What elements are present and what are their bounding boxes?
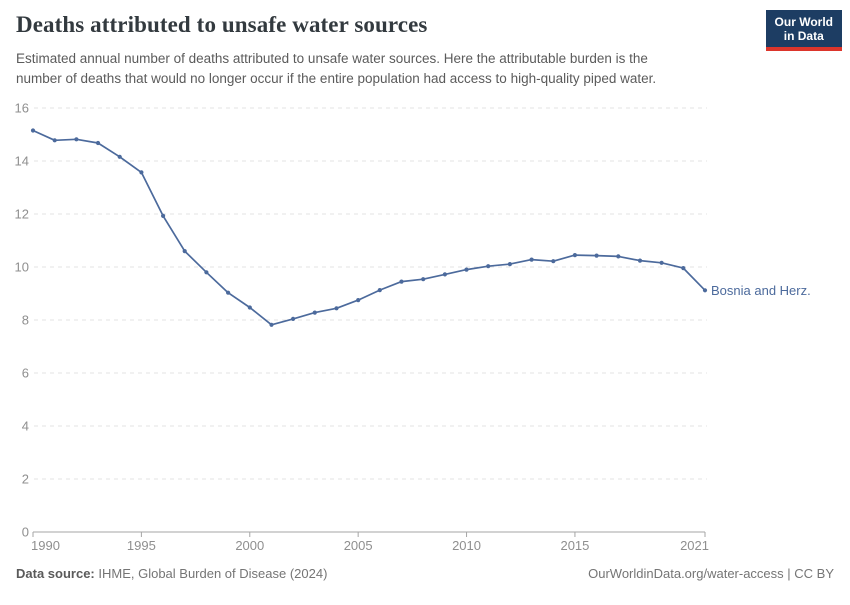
owid-logo-line-1: Our World xyxy=(774,15,833,29)
data-point[interactable] xyxy=(442,272,447,277)
data-point[interactable] xyxy=(182,249,187,254)
subtitle-line-1: Estimated annual number of deaths attrib… xyxy=(16,51,648,66)
data-point[interactable] xyxy=(702,288,708,293)
data-point[interactable] xyxy=(334,306,339,311)
y-tick-label: 16 xyxy=(15,101,29,116)
y-tick-label: 0 xyxy=(22,525,29,540)
owid-logo[interactable]: Our World in Data xyxy=(765,10,842,51)
chart-header: Deaths attributed to unsafe water source… xyxy=(16,12,756,88)
data-point[interactable] xyxy=(572,253,578,258)
data-point[interactable] xyxy=(356,298,361,303)
y-tick-label: 14 xyxy=(15,154,29,169)
data-point[interactable] xyxy=(637,258,643,263)
data-point[interactable] xyxy=(291,316,296,321)
data-source-label: Data source: xyxy=(16,566,95,581)
data-point[interactable] xyxy=(421,277,426,282)
data-point[interactable] xyxy=(312,310,317,315)
y-tick-label: 6 xyxy=(22,366,29,381)
x-tick-label: 1990 xyxy=(31,538,60,553)
data-point[interactable] xyxy=(247,305,252,310)
page-subtitle: Estimated annual number of deaths attrib… xyxy=(16,49,756,88)
data-point[interactable] xyxy=(377,288,382,293)
x-tick-label: 2000 xyxy=(235,538,264,553)
data-source-note: Data source: IHME, Global Burden of Dise… xyxy=(16,566,327,581)
chart-footer: Data source: IHME, Global Burden of Dise… xyxy=(16,566,834,584)
data-point[interactable] xyxy=(204,270,209,275)
data-point[interactable] xyxy=(269,322,274,327)
data-point[interactable] xyxy=(74,137,79,142)
y-tick-label: 12 xyxy=(15,207,29,222)
data-point[interactable] xyxy=(95,140,101,146)
data-point[interactable] xyxy=(616,254,621,259)
y-tick-label: 4 xyxy=(22,419,29,434)
x-tick-label: 2010 xyxy=(452,538,481,553)
x-tick-label: 2015 xyxy=(560,538,589,553)
data-point[interactable] xyxy=(52,138,57,143)
x-tick-label: 2021 xyxy=(680,538,709,553)
data-point[interactable] xyxy=(681,266,686,271)
data-point[interactable] xyxy=(226,290,231,295)
data-point[interactable] xyxy=(399,279,404,284)
data-point[interactable] xyxy=(659,260,664,265)
entity-label[interactable]: Bosnia and Herz. xyxy=(711,283,811,298)
data-line[interactable] xyxy=(32,129,706,326)
data-point[interactable] xyxy=(594,253,599,258)
data-point[interactable] xyxy=(139,170,144,175)
y-tick-label: 2 xyxy=(22,472,29,487)
page-title: Deaths attributed to unsafe water source… xyxy=(16,12,428,37)
y-tick-label: 10 xyxy=(15,260,29,275)
data-point[interactable] xyxy=(117,154,122,159)
owid-logo-line-2: in Data xyxy=(783,29,824,43)
data-point[interactable] xyxy=(464,267,469,272)
data-point[interactable] xyxy=(161,213,166,218)
x-tick-label: 1995 xyxy=(127,538,156,553)
subtitle-line-2: number of deaths that would no longer oc… xyxy=(16,70,657,86)
data-point[interactable] xyxy=(551,259,556,264)
x-tick-label: 2005 xyxy=(344,538,373,553)
data-point[interactable] xyxy=(507,262,512,267)
license-link[interactable]: OurWorldinData.org/water-access | CC BY xyxy=(588,566,834,581)
data-point[interactable] xyxy=(486,264,491,269)
data-point[interactable] xyxy=(529,257,534,262)
data-point[interactable] xyxy=(30,128,36,133)
y-tick-label: 8 xyxy=(22,313,29,328)
data-source-text: IHME, Global Burden of Disease (2024) xyxy=(94,566,328,581)
